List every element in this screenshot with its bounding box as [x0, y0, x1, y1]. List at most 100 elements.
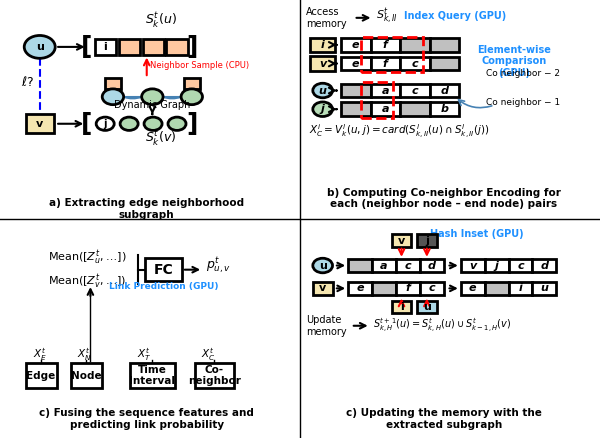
Bar	[371, 84, 400, 97]
Bar	[532, 259, 556, 272]
Bar	[420, 282, 444, 295]
Text: c: c	[412, 59, 418, 68]
Text: $S_{k,H}^{t+1}(u) = S_{k,H}^t(u) \cup S_{k-1,H}^t(v)$: $S_{k,H}^{t+1}(u) = S_{k,H}^t(u) \cup S_…	[373, 317, 512, 335]
Bar	[400, 57, 430, 70]
Text: Neighbor Sample (CPU): Neighbor Sample (CPU)	[149, 61, 248, 70]
Text: f: f	[383, 40, 388, 50]
Bar	[430, 57, 459, 70]
Text: c: c	[412, 85, 418, 95]
Text: b: b	[440, 104, 448, 114]
Text: e: e	[352, 40, 359, 50]
Circle shape	[120, 117, 138, 131]
Bar	[372, 282, 396, 295]
Bar	[396, 282, 420, 295]
Text: Co neighbor − 2: Co neighbor − 2	[486, 69, 560, 78]
Text: Dynamic Graph: Dynamic Graph	[114, 100, 191, 110]
FancyBboxPatch shape	[313, 282, 332, 295]
Bar	[371, 57, 400, 70]
Text: c: c	[517, 261, 524, 271]
Text: ]: ]	[186, 35, 197, 59]
Text: $S_k^t(v)$: $S_k^t(v)$	[145, 129, 176, 148]
Text: Element-wise
Comparison
(GPU): Element-wise Comparison (GPU)	[477, 45, 551, 78]
Text: $\ell$?: $\ell$?	[22, 75, 35, 89]
Bar	[509, 282, 532, 295]
Bar	[396, 259, 420, 272]
Text: f: f	[383, 59, 388, 68]
Text: u: u	[541, 283, 548, 293]
Bar	[400, 38, 430, 52]
Bar	[400, 84, 430, 97]
Bar	[95, 39, 116, 55]
Text: i: i	[103, 42, 107, 52]
Circle shape	[142, 89, 163, 105]
Text: Co neighbor − 1: Co neighbor − 1	[486, 99, 560, 107]
FancyBboxPatch shape	[392, 234, 412, 247]
Text: v: v	[398, 236, 405, 246]
Text: f: f	[406, 283, 410, 293]
Text: $S_k^t(u)$: $S_k^t(u)$	[145, 10, 177, 29]
Text: [: [	[80, 112, 92, 136]
Bar	[143, 39, 164, 55]
Text: Time
Interval: Time Interval	[130, 365, 175, 386]
FancyBboxPatch shape	[310, 56, 335, 71]
Text: [: [	[80, 35, 92, 59]
Bar	[485, 259, 509, 272]
Bar	[532, 282, 556, 295]
Bar	[372, 259, 396, 272]
Bar	[430, 102, 459, 116]
FancyBboxPatch shape	[417, 301, 437, 313]
Text: $p_{u,v}^t$: $p_{u,v}^t$	[206, 255, 231, 276]
Text: u: u	[36, 42, 44, 52]
Text: FC: FC	[154, 263, 173, 277]
Bar	[184, 78, 200, 89]
Text: i: i	[518, 283, 523, 293]
Text: u: u	[319, 261, 326, 271]
Bar	[166, 39, 188, 55]
Text: v: v	[469, 261, 476, 271]
Text: e: e	[356, 283, 364, 293]
Text: Node: Node	[71, 371, 101, 381]
Text: $X_C^i = V_k^l(u,j) = card(S_{k,II}^l(u) \cap S_{k,II}^l(j))$: $X_C^i = V_k^l(u,j) = card(S_{k,II}^l(u)…	[308, 123, 489, 141]
Text: i: i	[400, 302, 403, 312]
Bar	[420, 259, 444, 272]
Text: a) Extracting edge neighborhood
subgraph: a) Extracting edge neighborhood subgraph	[49, 198, 244, 220]
Bar	[348, 259, 372, 272]
Text: j: j	[321, 104, 325, 114]
Circle shape	[144, 117, 162, 131]
Text: v: v	[36, 119, 43, 129]
Text: Co-
neighbor: Co- neighbor	[188, 365, 241, 386]
Circle shape	[313, 258, 332, 273]
FancyBboxPatch shape	[71, 363, 101, 388]
FancyBboxPatch shape	[26, 363, 56, 388]
Text: Update
memory: Update memory	[306, 315, 346, 336]
Text: c) Updating the memory with the
extracted subgraph: c) Updating the memory with the extracte…	[346, 408, 542, 430]
Text: j: j	[425, 236, 429, 246]
Text: b) Computing Co-neighbor Encoding for
each (neighbor node – end node) pairs: b) Computing Co-neighbor Encoding for ea…	[327, 188, 561, 209]
Bar	[430, 38, 459, 52]
Bar	[400, 102, 430, 116]
Bar	[485, 282, 509, 295]
Text: j: j	[103, 119, 107, 129]
Text: ]: ]	[186, 112, 197, 136]
Circle shape	[168, 117, 186, 131]
Bar	[430, 84, 459, 97]
Text: u: u	[423, 302, 431, 312]
Bar	[461, 259, 485, 272]
Text: Access
memory: Access memory	[306, 7, 346, 28]
Text: Hash Inset (GPU): Hash Inset (GPU)	[430, 230, 523, 239]
Text: $X_N^t$: $X_N^t$	[77, 346, 92, 363]
Bar	[371, 38, 400, 52]
Text: v: v	[319, 59, 326, 68]
Text: a: a	[380, 261, 388, 271]
Circle shape	[313, 83, 332, 98]
Text: a: a	[382, 104, 389, 114]
Bar	[461, 282, 485, 295]
Text: $X_E^t$: $X_E^t$	[32, 346, 47, 363]
Text: d: d	[428, 261, 436, 271]
Text: $S_{k,II}^t$: $S_{k,II}^t$	[376, 6, 398, 26]
FancyBboxPatch shape	[26, 114, 54, 133]
Bar	[348, 282, 372, 295]
Text: Edge: Edge	[26, 371, 56, 381]
Text: Link Prediction (GPU): Link Prediction (GPU)	[109, 282, 218, 291]
Bar	[341, 57, 371, 70]
